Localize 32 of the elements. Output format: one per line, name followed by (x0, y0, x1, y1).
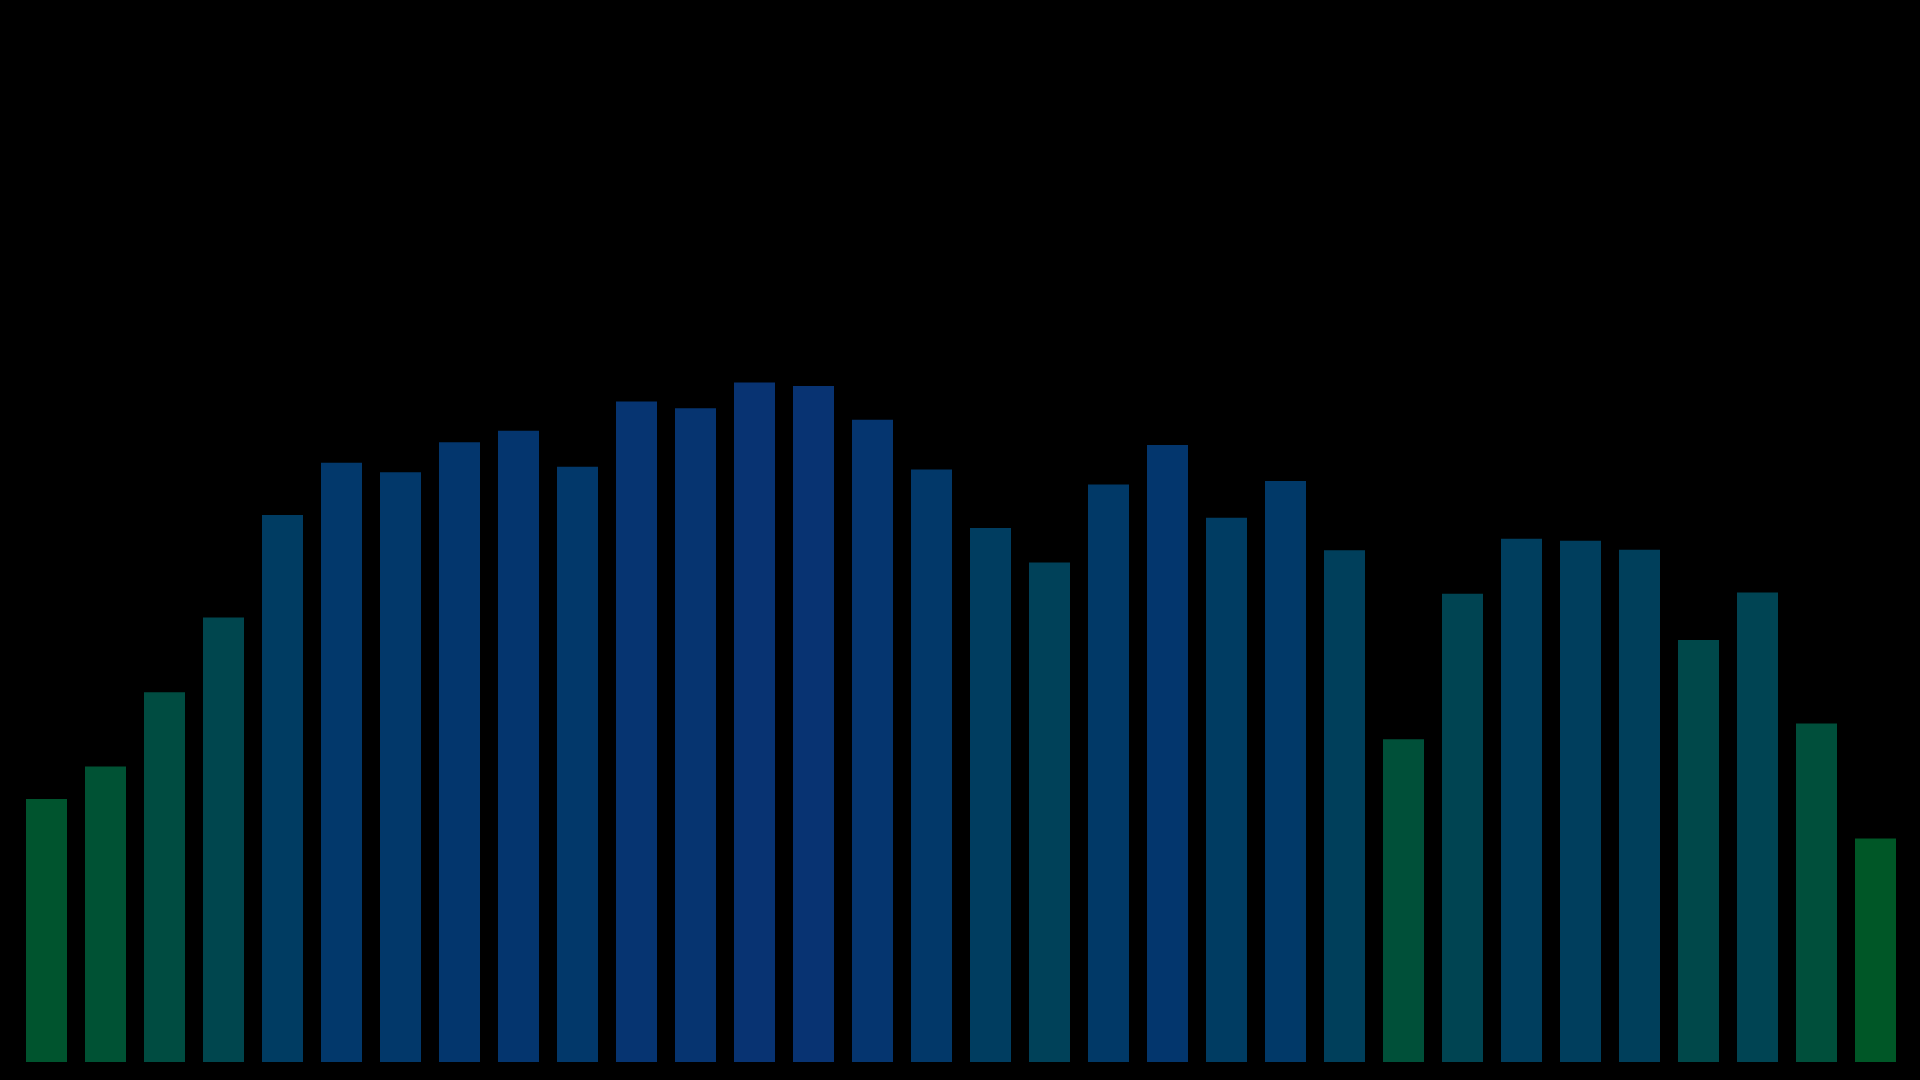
bar (852, 419, 893, 1062)
bar (1206, 517, 1247, 1062)
bar (1029, 562, 1070, 1062)
bar (616, 401, 657, 1062)
bar (1383, 739, 1424, 1062)
bar (1088, 484, 1129, 1062)
bar (1678, 640, 1719, 1062)
bar (1560, 540, 1601, 1062)
bar (734, 382, 775, 1062)
bar (970, 527, 1011, 1062)
bar (557, 466, 598, 1062)
bar (26, 799, 67, 1062)
bar (321, 462, 362, 1062)
bar (911, 469, 952, 1062)
bar (1796, 723, 1837, 1062)
bar (85, 766, 126, 1062)
bar (1324, 550, 1365, 1062)
bar (1147, 445, 1188, 1062)
bar (1442, 593, 1483, 1062)
bar (380, 472, 421, 1062)
bar (1501, 538, 1542, 1062)
bar (1855, 838, 1896, 1062)
bar (262, 515, 303, 1062)
bar (1265, 481, 1306, 1062)
bar (793, 385, 834, 1062)
bar (1737, 592, 1778, 1062)
bar (144, 692, 185, 1062)
bar (203, 617, 244, 1062)
bar (1619, 549, 1660, 1062)
bar (439, 442, 480, 1062)
bar (498, 430, 539, 1062)
bar (675, 408, 716, 1062)
